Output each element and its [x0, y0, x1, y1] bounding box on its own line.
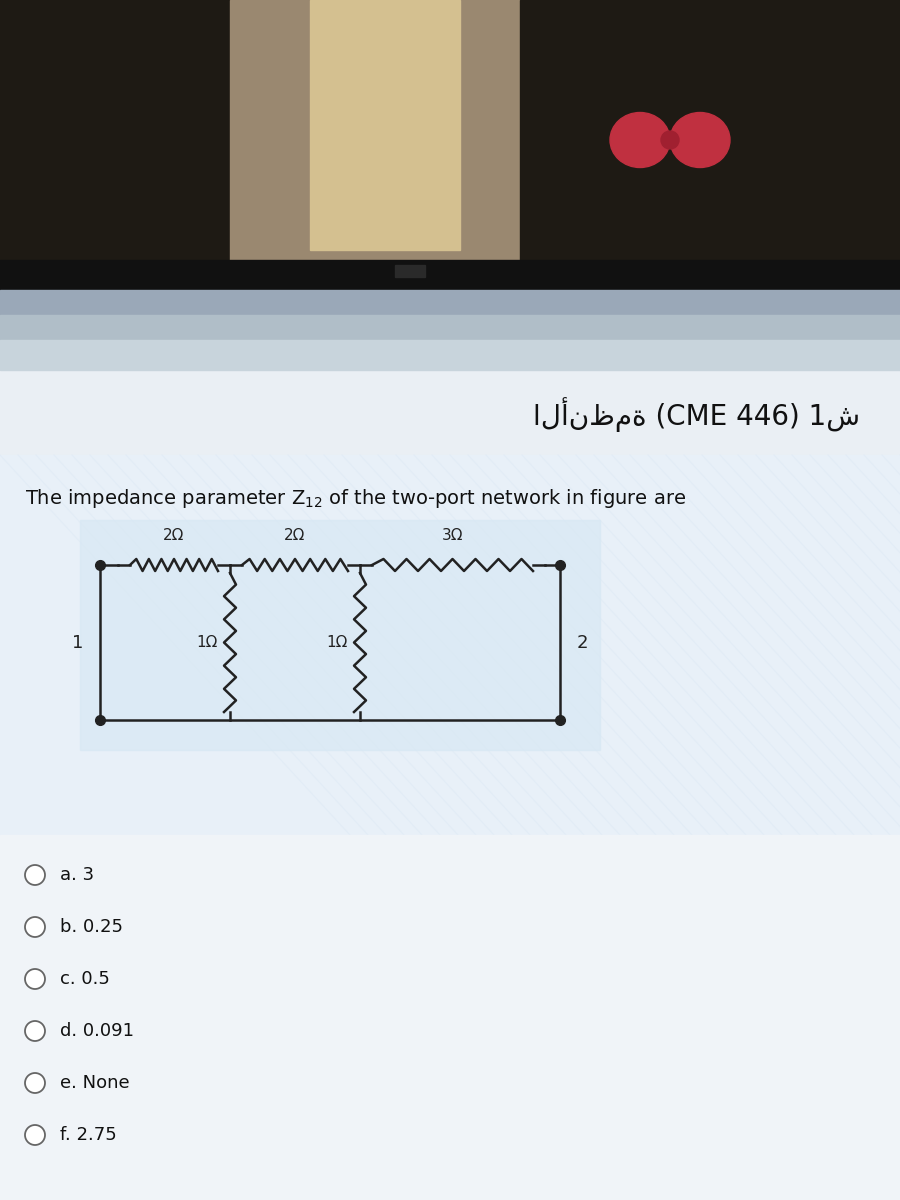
Bar — [600, 60, 760, 220]
Text: 2Ω: 2Ω — [284, 528, 306, 542]
Text: c. 0.5: c. 0.5 — [60, 970, 110, 988]
Circle shape — [25, 1073, 45, 1093]
Text: a. 3: a. 3 — [60, 866, 94, 884]
Text: 1Ω: 1Ω — [327, 635, 348, 650]
Bar — [310, 0, 460, 250]
Bar — [80, 520, 600, 750]
Circle shape — [25, 917, 45, 937]
Bar — [0, 370, 900, 455]
Text: e. None: e. None — [60, 1074, 130, 1092]
Bar — [520, 0, 900, 280]
Bar — [0, 260, 900, 290]
Text: d. 0.091: d. 0.091 — [60, 1022, 134, 1040]
Ellipse shape — [661, 131, 679, 149]
Text: b. 0.25: b. 0.25 — [60, 918, 123, 936]
Text: 1: 1 — [72, 634, 84, 652]
Circle shape — [25, 1021, 45, 1040]
Text: الأنظمة (CME 446) 1ش: الأنظمة (CME 446) 1ش — [533, 397, 860, 432]
Circle shape — [25, 865, 45, 886]
Text: 2: 2 — [576, 634, 588, 652]
Bar — [0, 370, 900, 1200]
Bar — [0, 0, 230, 280]
Bar — [230, 0, 520, 260]
Text: The impedance parameter Z$_{12}$ of the two-port network in figure are: The impedance parameter Z$_{12}$ of the … — [25, 486, 686, 510]
Bar — [0, 314, 900, 340]
Bar — [0, 835, 900, 1200]
Text: 1Ω: 1Ω — [196, 635, 218, 650]
Text: 2Ω: 2Ω — [163, 528, 184, 542]
Text: f. 2.75: f. 2.75 — [60, 1126, 117, 1144]
Text: 3Ω: 3Ω — [442, 528, 464, 542]
Ellipse shape — [610, 113, 670, 168]
Bar — [0, 340, 900, 370]
Circle shape — [25, 970, 45, 989]
Circle shape — [25, 1126, 45, 1145]
Bar — [0, 290, 900, 314]
Ellipse shape — [670, 113, 730, 168]
Bar — [395, 265, 425, 277]
Bar — [0, 0, 900, 370]
Bar — [0, 0, 900, 280]
Bar — [0, 455, 900, 835]
